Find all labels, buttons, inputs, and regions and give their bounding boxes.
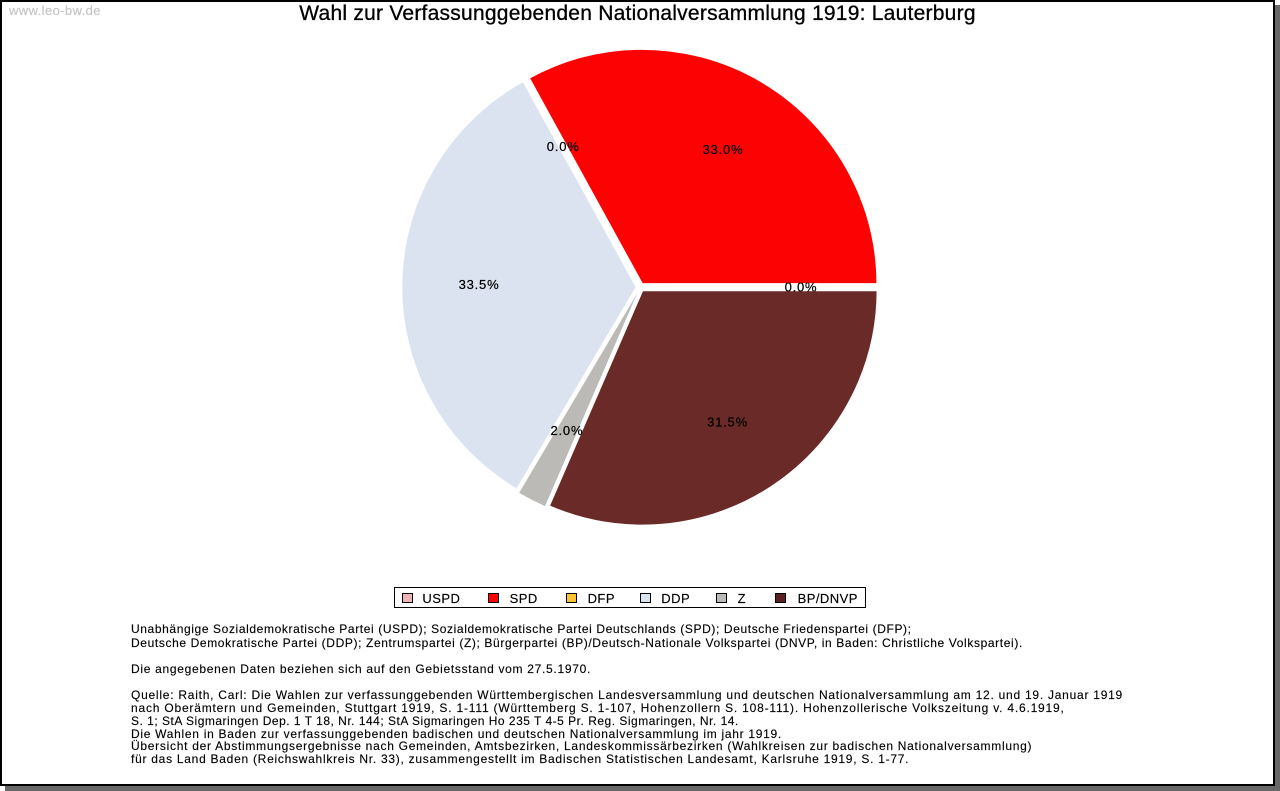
svg-text:33.5%: 33.5% [459,277,500,292]
svg-text:0.0%: 0.0% [785,280,818,295]
svg-text:2.0%: 2.0% [550,423,583,438]
svg-text:31.5%: 31.5% [707,414,748,429]
svg-text:0.0%: 0.0% [547,139,580,154]
svg-text:33.0%: 33.0% [703,142,744,157]
